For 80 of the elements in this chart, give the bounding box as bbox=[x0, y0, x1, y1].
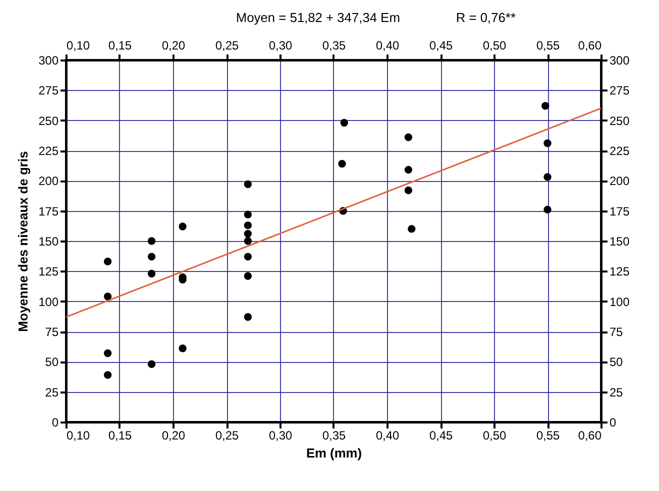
x-tick-label: 0,15 bbox=[108, 428, 132, 442]
y-axis-title: Moyenne des niveaux de gris bbox=[15, 151, 30, 332]
x-axis-title: Em (mm) bbox=[306, 446, 362, 460]
point bbox=[244, 221, 252, 230]
y-tick-label: 0 bbox=[52, 416, 59, 430]
point bbox=[404, 133, 412, 142]
x-tick-label: 0,20 bbox=[162, 428, 186, 442]
x-tick-label: 0,10 bbox=[66, 428, 90, 442]
point bbox=[404, 166, 412, 174]
y-tick-label: 25 bbox=[45, 385, 59, 400]
point bbox=[178, 344, 187, 352]
point bbox=[148, 252, 156, 261]
y2-tick-label: 200 bbox=[610, 174, 630, 188]
y-tick-label: 200 bbox=[38, 174, 59, 188]
point bbox=[338, 160, 346, 168]
x2-tick-label: 0,25 bbox=[215, 38, 239, 52]
x2-tick-label: 0,50 bbox=[482, 38, 506, 52]
x-tick-label: 0,55 bbox=[536, 428, 560, 442]
x2-tick-label: 0,10 bbox=[66, 38, 90, 52]
point bbox=[544, 139, 552, 148]
y2-tick-label: 125 bbox=[610, 264, 630, 279]
y2-tick-label: 225 bbox=[610, 144, 630, 158]
point bbox=[244, 252, 252, 261]
point bbox=[244, 180, 252, 188]
x-tick-label: 0,35 bbox=[322, 428, 346, 442]
y-tick-label: 125 bbox=[38, 264, 59, 279]
point bbox=[104, 258, 112, 266]
y2-tick-label: 50 bbox=[610, 355, 624, 370]
y2-tick-label: 75 bbox=[610, 325, 624, 339]
x-tick-label: 0,30 bbox=[268, 428, 292, 442]
y-tick-label: 150 bbox=[38, 234, 59, 248]
point bbox=[104, 371, 112, 379]
x-tick-label: 0,40 bbox=[376, 428, 400, 442]
x2-tick-label: 0,60 bbox=[578, 38, 602, 52]
x2-tick-label: 0,40 bbox=[376, 38, 400, 52]
point bbox=[544, 173, 552, 181]
y-tick-label: 100 bbox=[38, 294, 59, 309]
point bbox=[244, 237, 252, 245]
text: R = 0,76** bbox=[456, 10, 516, 25]
point bbox=[148, 360, 156, 368]
y-tick-label: 225 bbox=[38, 144, 59, 158]
y2-tick-label: 250 bbox=[610, 114, 630, 128]
x2-tick-label: 0,30 bbox=[268, 38, 292, 52]
x2-tick-label: 0,15 bbox=[108, 38, 132, 52]
y2-tick-label: 275 bbox=[610, 84, 630, 98]
y2-tick-label: 25 bbox=[610, 385, 624, 400]
y2-tick-label: 100 bbox=[610, 294, 630, 309]
y2-tick-label: 150 bbox=[610, 234, 630, 248]
x2-tick-label: 0,35 bbox=[322, 38, 346, 52]
y2-tick-label: 0 bbox=[610, 416, 616, 430]
point bbox=[340, 118, 348, 127]
point bbox=[541, 102, 550, 110]
y-tick-label: 250 bbox=[38, 114, 59, 128]
y-tick-label: 50 bbox=[45, 355, 59, 370]
point bbox=[178, 222, 187, 230]
point bbox=[408, 225, 416, 233]
point bbox=[148, 270, 156, 278]
y2-tick-label: 300 bbox=[610, 54, 630, 68]
chart-title: Moyen = 51,82 + 347,34 Em bbox=[236, 10, 400, 25]
x2-tick-label: 0,45 bbox=[429, 38, 453, 52]
point bbox=[244, 313, 252, 321]
x-tick-label: 0,45 bbox=[429, 428, 453, 442]
point bbox=[404, 186, 412, 194]
point bbox=[244, 230, 252, 238]
y-tick-label: 75 bbox=[45, 325, 59, 339]
point bbox=[104, 349, 112, 358]
y-tick-label: 300 bbox=[38, 54, 59, 68]
point bbox=[148, 237, 156, 245]
x2-tick-label: 0,20 bbox=[162, 38, 186, 52]
y2-tick-label: 175 bbox=[610, 204, 630, 218]
point bbox=[544, 206, 552, 214]
x-tick-label: 0,50 bbox=[482, 428, 506, 442]
y-tick-label: 275 bbox=[38, 84, 59, 98]
point bbox=[244, 272, 252, 280]
point bbox=[244, 210, 252, 218]
y-tick-label: 175 bbox=[38, 204, 59, 218]
x-tick-label: 0,60 bbox=[578, 428, 602, 442]
x2-tick-label: 0,55 bbox=[536, 38, 560, 52]
point bbox=[104, 292, 112, 300]
x-tick-label: 0,25 bbox=[215, 428, 239, 442]
